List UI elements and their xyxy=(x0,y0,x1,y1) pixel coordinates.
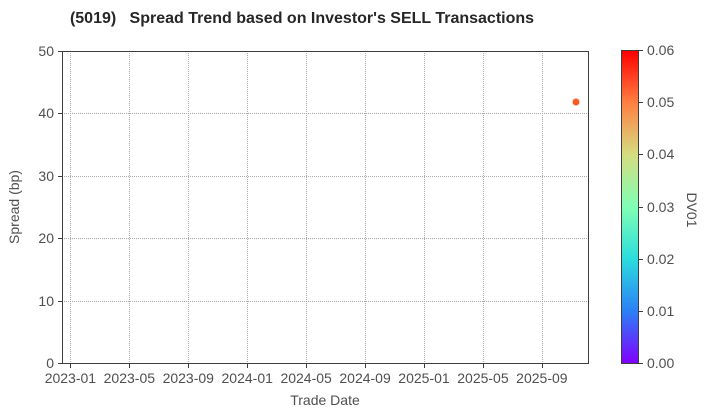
x-tick-mark xyxy=(188,364,190,368)
grid-line-x xyxy=(424,51,425,364)
x-tick-mark xyxy=(129,364,131,368)
grid-line-x xyxy=(188,51,190,364)
grid-line-x xyxy=(482,51,484,364)
grid-line-y xyxy=(62,238,589,240)
x-tick-label: 2025-05 xyxy=(457,370,509,386)
colorbar-label: DV01 xyxy=(684,192,700,228)
y-tick-label: 0 xyxy=(46,355,54,371)
plot-area xyxy=(62,51,589,364)
x-tick-mark xyxy=(482,364,484,368)
x-tick-label: 2025-01 xyxy=(398,370,450,386)
colorbar-tick-mark xyxy=(639,102,643,104)
x-tick-mark xyxy=(247,364,249,368)
colorbar-tick-mark xyxy=(639,310,643,312)
colorbar-tick-label: 0.02 xyxy=(647,250,675,267)
colorbar-tick-label: 0.04 xyxy=(647,146,675,163)
colorbar-tick-label: 0.01 xyxy=(647,302,675,319)
x-tick-label: 2024-01 xyxy=(221,370,273,386)
y-tick-label: 10 xyxy=(38,292,54,309)
colorbar-tick-label: 0.06 xyxy=(647,42,675,58)
x-axis-label: Trade Date xyxy=(290,392,360,408)
x-tick-label: 2023-05 xyxy=(103,370,156,386)
grid-line-y xyxy=(62,175,589,177)
x-tick-label: 2024-09 xyxy=(339,370,391,386)
x-tick-mark xyxy=(306,364,308,368)
grid-line-x xyxy=(70,51,72,364)
data-point xyxy=(572,98,580,106)
grid-line-y xyxy=(62,113,589,115)
colorbar-tick-mark xyxy=(639,206,643,208)
y-tick-mark xyxy=(58,51,62,52)
x-tick-mark xyxy=(424,364,425,368)
colorbar-tick-mark xyxy=(639,154,643,156)
x-tick-mark xyxy=(70,364,72,368)
colorbar xyxy=(621,50,639,364)
x-tick-label: 2023-01 xyxy=(44,370,97,386)
chart-title: (5019) Spread Trend based on Investor's … xyxy=(69,10,535,27)
y-tick-label: 20 xyxy=(38,230,54,247)
grid-line-x xyxy=(129,51,131,364)
colorbar-tick-label: 0.03 xyxy=(647,198,675,215)
x-tick-label: 2024-05 xyxy=(280,370,332,386)
grid-line-x xyxy=(365,51,367,364)
grid-line-x xyxy=(306,51,308,364)
grid-line-x xyxy=(247,51,249,364)
colorbar-tick-mark xyxy=(639,363,643,364)
x-tick-label: 2025-09 xyxy=(516,370,568,386)
y-tick-mark xyxy=(58,238,62,240)
colorbar-tick-label: 0.00 xyxy=(647,355,675,371)
colorbar-tick-mark xyxy=(639,258,643,260)
x-tick-label: 2023-09 xyxy=(162,370,214,386)
y-tick-mark xyxy=(58,363,62,364)
y-tick-mark xyxy=(58,300,62,302)
colorbar-tick-label: 0.05 xyxy=(647,94,675,111)
y-tick-mark xyxy=(58,113,62,115)
y-tick-label: 40 xyxy=(38,105,54,122)
grid-line-x xyxy=(541,51,543,364)
colorbar-tick-mark xyxy=(639,50,643,51)
grid-line-y xyxy=(62,300,589,302)
y-tick-mark xyxy=(58,175,62,177)
y-axis-label: Spread (bp) xyxy=(6,170,22,244)
x-tick-mark xyxy=(365,364,367,368)
x-tick-mark xyxy=(541,364,543,368)
y-tick-label: 30 xyxy=(38,167,54,184)
y-tick-label: 50 xyxy=(38,43,54,59)
